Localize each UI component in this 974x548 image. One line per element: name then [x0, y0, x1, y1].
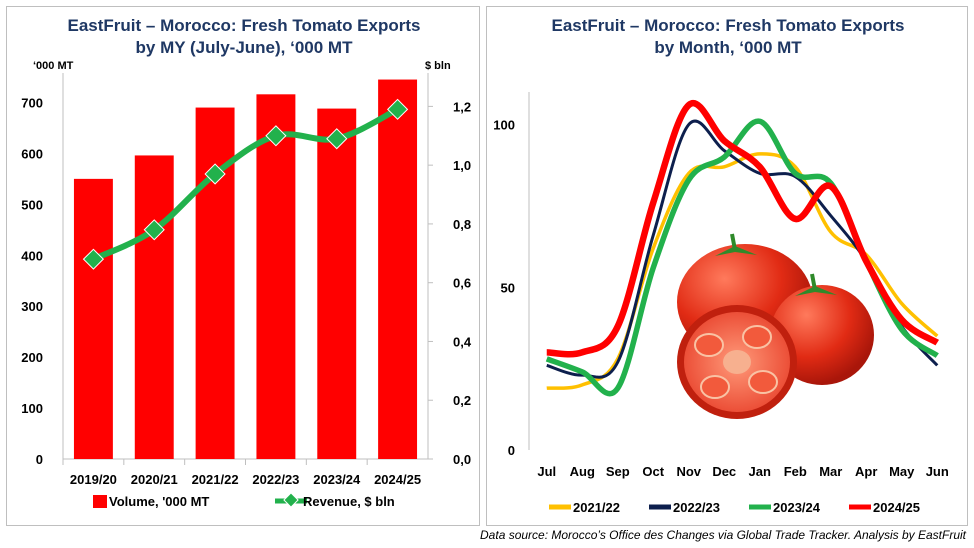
legend-label: 2022/23: [673, 500, 720, 515]
series-line-2024-25: [546, 99, 940, 358]
legend-label: 2021/22: [573, 500, 620, 515]
volume-bar: [134, 155, 174, 460]
x-tick-label: 2019/20: [70, 472, 117, 487]
volume-bar: [73, 178, 113, 459]
x-tick-label: Oct: [642, 464, 664, 479]
y-tick-label: 400: [21, 248, 43, 263]
y-tick-label: 700: [21, 95, 43, 110]
revenue-point: [204, 163, 226, 185]
right-axis-unit: $ bln: [425, 60, 451, 72]
revenue-point: [143, 219, 165, 241]
x-tick-label: Dec: [712, 464, 736, 479]
chart-title-line: by MY (July-June), ‘000 MT: [136, 38, 354, 57]
revenue-point: [386, 98, 409, 120]
legend-volume-swatch: [93, 495, 107, 508]
tomato-seed-chamber: [694, 333, 724, 357]
source-note: Data source: Morocco’s Office des Change…: [480, 528, 966, 542]
legend-volume-label: Volume, '000 MT: [109, 494, 209, 509]
y2-tick-label: 0,0: [453, 452, 471, 467]
y2-tick-label: 0,2: [453, 393, 471, 408]
legend-revenue-marker: [283, 492, 299, 508]
x-tick-label: Feb: [784, 464, 807, 479]
y-tick-label: 100: [21, 401, 43, 416]
x-tick-label: Apr: [855, 464, 877, 479]
volume-bar: [378, 79, 418, 460]
legend-label: 2024/25: [873, 500, 920, 515]
y2-tick-label: 0,8: [453, 217, 471, 232]
y2-tick-label: 0,4: [453, 334, 472, 349]
volume-bar: [256, 94, 296, 460]
chart-title-line: EastFruit – Morocco: Fresh Tomato Export…: [68, 16, 421, 35]
revenue-point: [82, 248, 105, 270]
x-tick-label: May: [889, 464, 915, 479]
y2-tick-label: 0,6: [453, 276, 471, 291]
legend-revenue-label: Revenue, $ bln: [303, 494, 395, 509]
legend-label: 2023/24: [773, 500, 821, 515]
x-tick-label: Jun: [926, 464, 949, 479]
tomato-illustration: [677, 233, 874, 419]
x-tick-label: Sep: [606, 464, 630, 479]
x-tick-label: 2021/22: [192, 472, 239, 487]
x-tick-label: Mar: [819, 464, 842, 479]
x-tick-label: Aug: [570, 464, 595, 479]
tomato-half-core: [723, 350, 751, 374]
monthly-chart: EastFruit – Morocco: Fresh Tomato Export…: [493, 16, 949, 515]
annual-chart-panel: EastFruit – Morocco: Fresh Tomato Export…: [6, 6, 480, 526]
y-tick-label: 200: [21, 350, 43, 365]
y-tick-label: 50: [501, 280, 515, 295]
y-tick-label: 500: [21, 197, 43, 212]
tomato-seed-chamber: [748, 370, 778, 394]
y2-tick-label: 1,0: [453, 158, 471, 173]
x-tick-label: 2020/21: [131, 472, 178, 487]
x-tick-label: Nov: [676, 464, 701, 479]
x-tick-label: 2022/23: [252, 472, 299, 487]
left-axis-unit: ‘000 MT: [33, 60, 74, 72]
tomato-stalk: [730, 233, 737, 251]
tomato-stem: [715, 246, 757, 256]
annual-chart: EastFruit – Morocco: Fresh Tomato Export…: [21, 16, 472, 509]
x-tick-label: 2023/24: [313, 472, 361, 487]
y-tick-label: 0: [508, 443, 515, 458]
volume-bar: [317, 108, 357, 459]
tomato-stalk: [810, 273, 817, 291]
revenue-point: [265, 125, 287, 147]
chart-title-line: EastFruit – Morocco: Fresh Tomato Export…: [552, 16, 905, 35]
tomato-seed-chamber: [742, 325, 772, 349]
y-tick-label: 0: [36, 452, 43, 467]
x-tick-label: Jul: [537, 464, 556, 479]
revenue-point: [326, 128, 348, 150]
x-tick-label: Jan: [749, 464, 771, 479]
tomato-seed-chamber: [700, 375, 730, 399]
chart-title-line: by Month, ‘000 MT: [654, 38, 802, 57]
y-tick-label: 300: [21, 299, 43, 314]
monthly-chart-panel: EastFruit – Morocco: Fresh Tomato Export…: [486, 6, 968, 526]
tomato-stem: [795, 286, 837, 296]
y2-tick-label: 1,2: [453, 99, 471, 114]
y-tick-label: 600: [21, 146, 43, 161]
y-tick-label: 100: [493, 118, 515, 133]
x-tick-label: 2024/25: [374, 472, 421, 487]
